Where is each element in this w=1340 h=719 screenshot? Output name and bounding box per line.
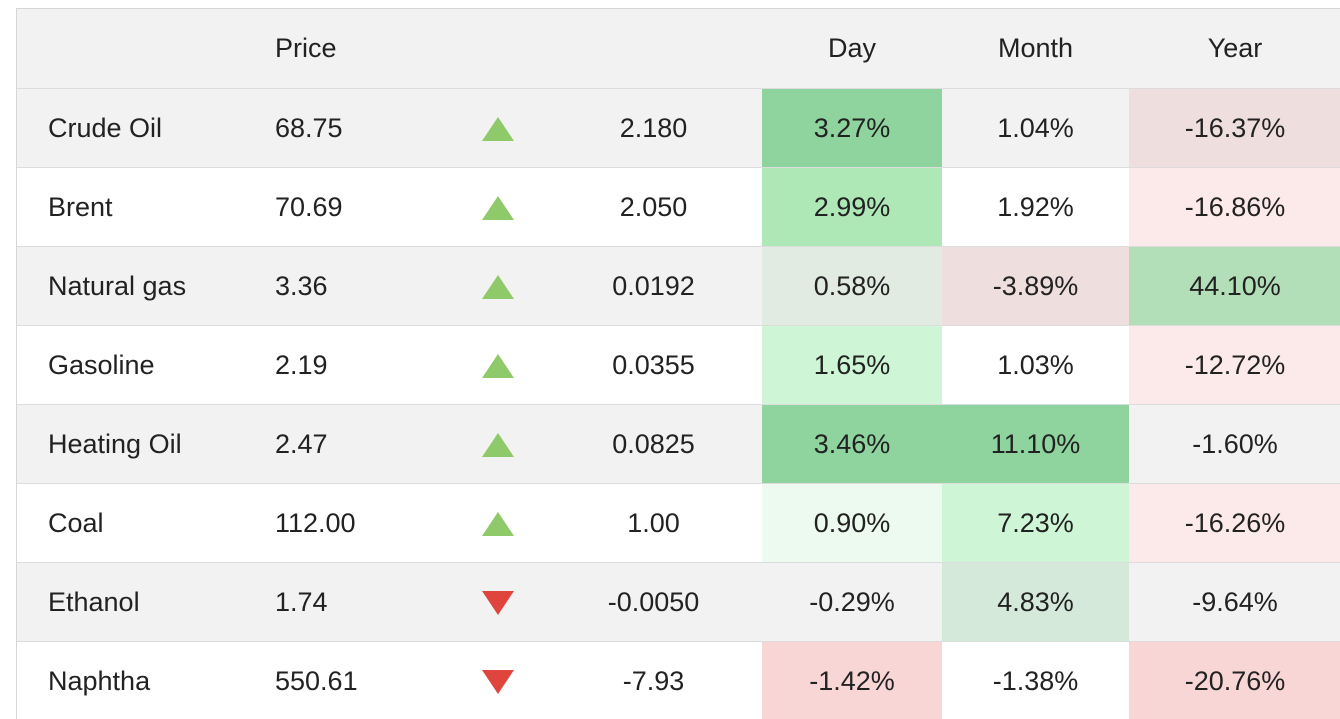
price-change: -7.93 xyxy=(545,642,762,719)
direction-cell xyxy=(450,168,545,247)
header-month[interactable]: Month xyxy=(942,9,1129,89)
year-change: -16.37% xyxy=(1129,89,1340,168)
commodity-price: 112.00 xyxy=(275,484,450,563)
down-triangle-icon xyxy=(482,670,514,694)
year-change: -12.72% xyxy=(1129,326,1340,405)
commodity-name[interactable]: Naphtha xyxy=(17,642,275,719)
price-change: 2.050 xyxy=(545,168,762,247)
day-change: -1.42% xyxy=(762,642,942,719)
day-change: 1.65% xyxy=(762,326,942,405)
up-triangle-icon xyxy=(482,196,514,220)
table-row[interactable]: Brent 70.69 2.050 2.99% 1.92% -16.86% xyxy=(17,168,1340,247)
table-row[interactable]: Crude Oil 68.75 2.180 3.27% 1.04% -16.37… xyxy=(17,89,1340,168)
up-triangle-icon xyxy=(482,117,514,141)
commodity-name[interactable]: Gasoline xyxy=(17,326,275,405)
header-direction xyxy=(450,9,545,89)
price-change: 1.00 xyxy=(545,484,762,563)
price-change: 0.0355 xyxy=(545,326,762,405)
commodity-name[interactable]: Crude Oil xyxy=(17,89,275,168)
month-change: 4.83% xyxy=(942,563,1129,642)
day-change: 0.58% xyxy=(762,247,942,326)
month-change: 1.92% xyxy=(942,168,1129,247)
month-change: -1.38% xyxy=(942,642,1129,719)
year-change: -16.26% xyxy=(1129,484,1340,563)
header-name xyxy=(17,9,275,89)
month-change: 11.10% xyxy=(942,405,1129,484)
table-row[interactable]: Coal 112.00 1.00 0.90% 7.23% -16.26% xyxy=(17,484,1340,563)
commodity-price: 3.36 xyxy=(275,247,450,326)
price-change: 2.180 xyxy=(545,89,762,168)
month-change: 1.04% xyxy=(942,89,1129,168)
direction-cell xyxy=(450,405,545,484)
direction-cell xyxy=(450,484,545,563)
table-body: Crude Oil 68.75 2.180 3.27% 1.04% -16.37… xyxy=(17,89,1340,719)
table-row[interactable]: Natural gas 3.36 0.0192 0.58% -3.89% 44.… xyxy=(17,247,1340,326)
up-triangle-icon xyxy=(482,433,514,457)
direction-cell xyxy=(450,642,545,719)
month-change: 7.23% xyxy=(942,484,1129,563)
down-triangle-icon xyxy=(482,591,514,615)
table-row[interactable]: Ethanol 1.74 -0.0050 -0.29% 4.83% -9.64% xyxy=(17,563,1340,642)
up-triangle-icon xyxy=(482,512,514,536)
up-triangle-icon xyxy=(482,354,514,378)
commodity-name[interactable]: Coal xyxy=(17,484,275,563)
day-change: -0.29% xyxy=(762,563,942,642)
commodities-table-container: Price Day Month Year Crude Oil 68.75 2.1… xyxy=(16,8,1340,719)
header-day[interactable]: Day xyxy=(762,9,942,89)
commodity-name[interactable]: Heating Oil xyxy=(17,405,275,484)
day-change: 2.99% xyxy=(762,168,942,247)
header-change xyxy=(545,9,762,89)
commodity-price: 68.75 xyxy=(275,89,450,168)
header-year[interactable]: Year xyxy=(1129,9,1340,89)
direction-cell xyxy=(450,563,545,642)
direction-cell xyxy=(450,247,545,326)
month-change: 1.03% xyxy=(942,326,1129,405)
month-change: -3.89% xyxy=(942,247,1129,326)
table-row[interactable]: Naphtha 550.61 -7.93 -1.42% -1.38% -20.7… xyxy=(17,642,1340,719)
commodity-name[interactable]: Natural gas xyxy=(17,247,275,326)
day-change: 0.90% xyxy=(762,484,942,563)
table-header: Price Day Month Year xyxy=(17,9,1340,89)
commodity-name[interactable]: Brent xyxy=(17,168,275,247)
header-price[interactable]: Price xyxy=(275,9,450,89)
price-change: 0.0192 xyxy=(545,247,762,326)
commodity-name[interactable]: Ethanol xyxy=(17,563,275,642)
commodity-price: 2.47 xyxy=(275,405,450,484)
year-change: -1.60% xyxy=(1129,405,1340,484)
commodity-price: 1.74 xyxy=(275,563,450,642)
commodity-price: 70.69 xyxy=(275,168,450,247)
up-triangle-icon xyxy=(482,275,514,299)
direction-cell xyxy=(450,326,545,405)
header-row: Price Day Month Year xyxy=(17,9,1340,89)
price-change: 0.0825 xyxy=(545,405,762,484)
day-change: 3.27% xyxy=(762,89,942,168)
year-change: 44.10% xyxy=(1129,247,1340,326)
commodity-price: 2.19 xyxy=(275,326,450,405)
year-change: -16.86% xyxy=(1129,168,1340,247)
price-change: -0.0050 xyxy=(545,563,762,642)
table-row[interactable]: Gasoline 2.19 0.0355 1.65% 1.03% -12.72% xyxy=(17,326,1340,405)
commodities-table: Price Day Month Year Crude Oil 68.75 2.1… xyxy=(17,9,1340,719)
direction-cell xyxy=(450,89,545,168)
day-change: 3.46% xyxy=(762,405,942,484)
table-row[interactable]: Heating Oil 2.47 0.0825 3.46% 11.10% -1.… xyxy=(17,405,1340,484)
year-change: -9.64% xyxy=(1129,563,1340,642)
year-change: -20.76% xyxy=(1129,642,1340,719)
commodity-price: 550.61 xyxy=(275,642,450,719)
